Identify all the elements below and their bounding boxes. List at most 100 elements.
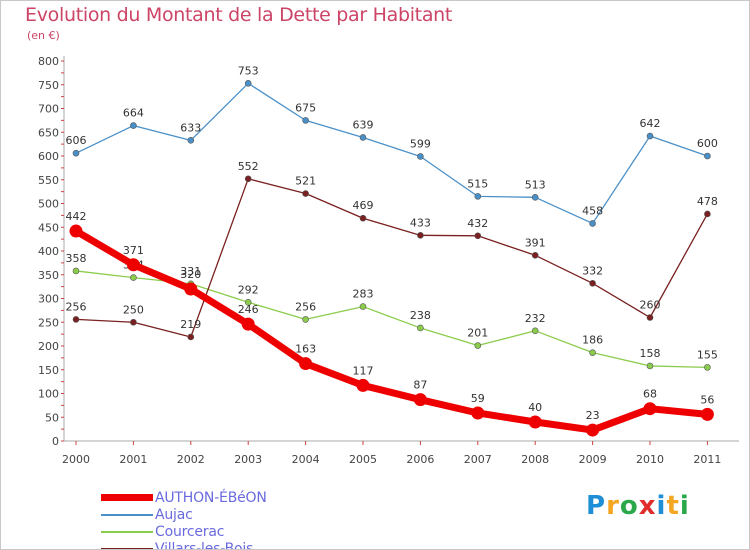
logo-letter: r <box>606 491 620 521</box>
data-point <box>130 274 137 281</box>
y-tick-label: 100 <box>38 388 59 401</box>
logo-letter: i <box>656 491 667 521</box>
data-point <box>643 402 657 416</box>
data-point <box>302 316 309 323</box>
proxiti-logo: Proxiti <box>586 491 690 521</box>
x-tick-label: 2011 <box>693 453 721 466</box>
data-point <box>130 122 137 129</box>
y-tick-label: 350 <box>38 269 59 282</box>
data-point <box>586 423 600 437</box>
series-aujac: 606 664 633 753 675 639 599 515 513 458 642 600 <box>66 64 718 227</box>
y-tick-label: 450 <box>38 221 59 234</box>
data-label: 552 <box>238 160 259 173</box>
data-label: 68 <box>643 388 657 401</box>
data-point <box>646 314 654 321</box>
logo-letter: x <box>638 491 657 521</box>
data-label: 201 <box>467 327 488 340</box>
data-label: 117 <box>353 364 374 377</box>
legend-item: AUTHON-ÉBéON <box>101 489 267 506</box>
x-tick-label: 2010 <box>636 453 664 466</box>
data-point <box>72 316 80 323</box>
data-label: 283 <box>353 288 374 301</box>
data-label: 371 <box>123 244 144 257</box>
data-label: 753 <box>238 64 259 77</box>
data-label: 600 <box>697 137 718 150</box>
data-label: 391 <box>525 236 546 249</box>
data-point <box>187 137 195 144</box>
data-label: 639 <box>353 118 374 131</box>
data-label: 358 <box>66 252 87 265</box>
data-point <box>184 282 198 296</box>
data-label: 59 <box>471 392 485 405</box>
legend-item: Villars-les-Bois <box>101 540 267 550</box>
y-tick-label: 200 <box>38 340 59 353</box>
data-label: 675 <box>295 101 316 114</box>
data-point <box>244 80 252 87</box>
data-label: 246 <box>238 303 259 316</box>
legend-label: AUTHON-ÉBéON <box>155 489 267 506</box>
logo-letter: t <box>666 491 680 521</box>
data-point <box>646 362 654 370</box>
y-tick-label: 0 <box>52 435 59 448</box>
data-point <box>244 298 252 306</box>
data-label: 292 <box>238 283 259 296</box>
x-tick-label: 2001 <box>119 453 147 466</box>
data-point <box>244 175 252 183</box>
x-tick-label: 2007 <box>464 453 492 466</box>
x-tick-label: 2000 <box>62 453 90 466</box>
chart-title: Evolution du Montant de la Dette par Hab… <box>25 4 453 26</box>
data-label: 513 <box>525 178 546 191</box>
data-label: 250 <box>123 303 144 316</box>
data-point <box>471 406 485 420</box>
data-label: 232 <box>525 312 546 325</box>
data-point <box>589 279 596 287</box>
legend-swatch <box>101 513 153 516</box>
data-label: 256 <box>66 300 87 313</box>
data-point <box>700 407 714 421</box>
data-label: 56 <box>700 393 714 406</box>
y-tick-label: 700 <box>38 103 59 116</box>
legend-swatch <box>101 530 153 533</box>
x-tick-label: 2006 <box>406 453 434 466</box>
data-label: 515 <box>467 177 488 190</box>
data-label: 320 <box>180 268 201 281</box>
legend-label: Courcerac <box>155 523 225 540</box>
series-villars-les-bois: 256 250 219 552 521 469 433 432 391 332 260 478 <box>66 160 718 341</box>
legend-label: Villars-les-Bois <box>155 540 254 550</box>
x-tick-label: 2003 <box>234 453 262 466</box>
y-tick-label: 150 <box>38 364 59 377</box>
data-point <box>241 317 255 331</box>
data-point <box>474 342 482 349</box>
data-point <box>704 364 711 371</box>
logo-letter: i <box>679 491 690 521</box>
data-point <box>302 117 309 124</box>
data-label: 432 <box>467 217 488 230</box>
series-line <box>75 178 709 338</box>
data-point <box>413 393 427 407</box>
data-point <box>528 415 542 429</box>
data-label: 469 <box>353 199 374 212</box>
logo-letter: o <box>619 491 639 521</box>
data-label: 155 <box>697 348 718 361</box>
data-point <box>359 303 367 310</box>
legend-item: Aujac <box>101 506 267 523</box>
y-tick-label: 50 <box>45 411 59 424</box>
data-label: 23 <box>586 409 600 422</box>
data-label: 87 <box>413 379 427 392</box>
data-point <box>704 152 711 160</box>
y-tick-label: 400 <box>38 245 59 258</box>
y-tick-label: 750 <box>38 79 59 92</box>
data-point <box>359 214 367 222</box>
data-point <box>299 357 313 371</box>
data-label: 260 <box>640 299 661 312</box>
legend-swatch <box>101 494 153 501</box>
data-label: 40 <box>528 401 542 414</box>
chart-unit: (en €) <box>27 29 60 42</box>
data-point <box>417 232 424 239</box>
data-label: 664 <box>123 107 144 120</box>
data-label: 633 <box>180 121 201 134</box>
series-line <box>75 270 709 369</box>
data-point <box>302 190 309 197</box>
data-point <box>589 349 596 356</box>
